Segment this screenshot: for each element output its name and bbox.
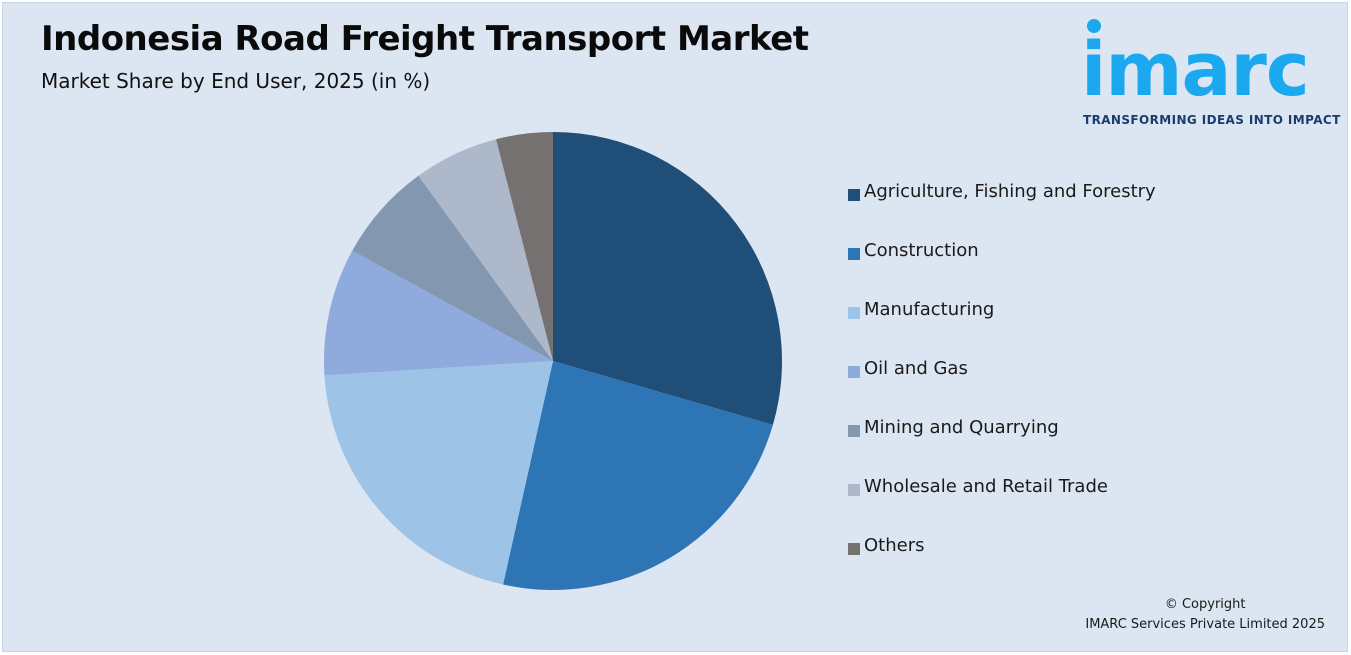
pie-slice-agriculture-fishing-and-forestry [553, 132, 783, 425]
legend-swatch [848, 189, 860, 201]
copyright-line-1: © Copyright [1164, 597, 1246, 612]
logo-tagline: TRANSFORMING IDEAS INTO IMPACT [1083, 113, 1341, 127]
legend-swatch [848, 307, 860, 319]
copyright-notice: © Copyright IMARC Services Private Limit… [1085, 595, 1325, 635]
legend-swatch [848, 248, 860, 260]
copyright-line-2: IMARC Services Private Limited 2025 [1085, 617, 1325, 632]
pie-slice-construction [503, 361, 773, 590]
imarc-logo: imarc TRANSFORMING IDEAS INTO IMPACT [1077, 15, 1347, 131]
logo-wordmark: imarc [1081, 27, 1310, 113]
legend-swatch [848, 484, 860, 496]
pie-slice-wholesale-and-retail-trade [418, 139, 553, 361]
legend-swatch [848, 425, 860, 437]
pie-slice-manufacturing [324, 361, 553, 585]
chart-title: Indonesia Road Freight Transport Market [41, 19, 809, 59]
legend-label: Manufacturing [864, 299, 995, 320]
legend-label: Oil and Gas [864, 358, 968, 379]
legend-label: Construction [864, 240, 979, 261]
chart-subtitle: Market Share by End User, 2025 (in %) [41, 69, 431, 93]
legend-label: Wholesale and Retail Trade [864, 476, 1108, 497]
pie-slice-oil-and-gas [323, 250, 553, 376]
legend-swatch [848, 366, 860, 378]
legend-label: Agriculture, Fishing and Forestry [864, 181, 1156, 202]
legend-swatch [848, 543, 860, 555]
logo-dot-icon [1087, 19, 1101, 33]
pie-chart [323, 132, 783, 590]
pie-slice-others [496, 132, 553, 361]
legend-label: Others [864, 535, 925, 556]
legend-label: Mining and Quarrying [864, 417, 1059, 438]
pie-slice-mining-and-quarrying [352, 175, 553, 361]
